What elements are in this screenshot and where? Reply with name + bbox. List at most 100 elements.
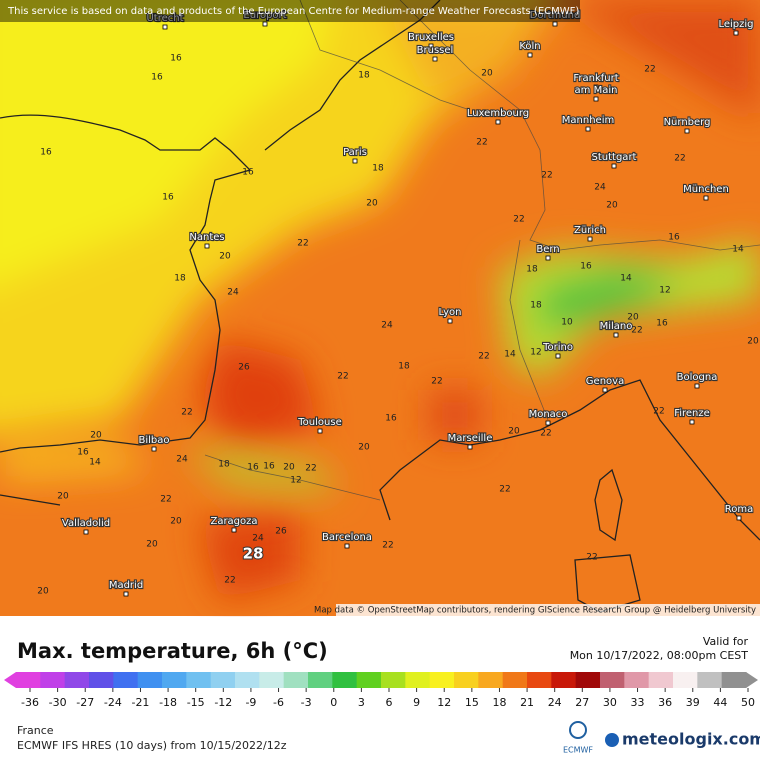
- city-label: Nürnberg: [664, 117, 711, 128]
- city-label: Zaragoza: [210, 516, 257, 527]
- city-label: Bilbao: [138, 435, 169, 446]
- city-label: Bruxelles: [408, 32, 454, 43]
- colorbar-arrow-left: [4, 672, 16, 688]
- city-marker: [593, 84, 599, 90]
- contour-label: 24: [381, 321, 393, 331]
- city-label: Bologna: [677, 372, 718, 383]
- contour-label: 24: [594, 183, 606, 193]
- colorbar-tick-label: -18: [159, 696, 177, 709]
- contour-label: 16: [151, 73, 163, 83]
- colorbar-cell: [259, 672, 285, 688]
- city-label: Utrecht: [146, 13, 183, 24]
- colorbar-tick-label: -36: [21, 696, 39, 709]
- contour-label: 22: [382, 541, 393, 551]
- city-marker: [587, 236, 593, 242]
- contour-label: 14: [89, 458, 101, 468]
- city-marker: [527, 52, 533, 58]
- contour-label: 22: [181, 408, 192, 418]
- contour-label: 20: [37, 587, 49, 597]
- city-marker: [545, 255, 551, 261]
- city-label: Leipzig: [718, 19, 753, 30]
- city-label: Barcelona: [322, 532, 372, 543]
- colorbar-tick-label: -24: [104, 696, 122, 709]
- colorbar-tick-label: 18: [492, 696, 506, 709]
- city-marker: [555, 353, 561, 359]
- colorbar-tick-label: 33: [631, 696, 645, 709]
- city-label: Mannheim: [562, 115, 614, 126]
- contour-label: 12: [290, 476, 301, 486]
- colorbar-cell: [210, 672, 236, 688]
- contour-label: 20: [170, 517, 182, 527]
- colorbar-tick-label: 12: [437, 696, 451, 709]
- city-label: Monaco: [529, 409, 568, 420]
- contour-label: 22: [541, 171, 552, 181]
- city-marker: [689, 419, 695, 425]
- city-label: Valladolid: [62, 518, 110, 529]
- city-marker: [432, 56, 438, 62]
- city-marker: [344, 543, 350, 549]
- contour-label: 12: [530, 348, 541, 358]
- borders: [204, 0, 760, 501]
- city-label: Roma: [725, 504, 754, 515]
- colorbar-tick-label: 6: [386, 696, 393, 709]
- colorbar-cell: [89, 672, 114, 688]
- colorbar-tick-label: 9: [413, 696, 420, 709]
- contour-label: 28: [243, 545, 264, 563]
- contour-label: 16: [170, 54, 182, 64]
- contour-label: 20: [366, 199, 378, 209]
- ecmwf-label: ECMWF: [563, 746, 593, 755]
- city-label: Köln: [519, 41, 540, 52]
- colorbar-cell: [283, 672, 309, 688]
- contour-label: 24: [227, 288, 239, 298]
- city-marker: [262, 21, 268, 27]
- contour-label: 20: [219, 252, 231, 262]
- contour-label: 16: [385, 414, 397, 424]
- contour-label: 22: [540, 429, 551, 439]
- colorbar-cell: [332, 672, 358, 688]
- colorbar-cell: [40, 672, 66, 688]
- city-label: Luxembourg: [467, 108, 529, 119]
- city-marker: [83, 529, 89, 535]
- contour-label: 18: [526, 265, 538, 275]
- city-label: Frankfurt: [573, 73, 618, 84]
- contour-label: 22: [224, 576, 235, 586]
- city-marker: [495, 119, 501, 125]
- contour-label: 16: [656, 319, 668, 329]
- colorbar-tick-label: 36: [658, 696, 672, 709]
- attribution-bar: [0, 0, 580, 22]
- contour-label: 22: [160, 495, 171, 505]
- colorbar-tick-label: 21: [520, 696, 534, 709]
- city-label: Nantes: [189, 232, 224, 243]
- contour-label: 16: [77, 448, 89, 458]
- contour-label: 22: [586, 553, 597, 563]
- city-marker: [151, 446, 157, 452]
- city-label: Europort: [243, 10, 286, 21]
- contour-label: 24: [252, 534, 264, 544]
- colorbar-cell: [113, 672, 139, 688]
- brand-name: meteologix.com: [622, 730, 760, 749]
- city-label: München: [683, 184, 729, 195]
- contour-label: 22: [499, 485, 510, 495]
- colorbar-cell: [429, 672, 455, 688]
- city-marker: [545, 420, 551, 426]
- colorbar-cell: [600, 672, 625, 688]
- colorbar-tick-label: -30: [49, 696, 67, 709]
- contour-label: 22: [644, 65, 655, 75]
- contour-label: 22: [653, 407, 664, 417]
- valid-time: Mon 10/17/2022, 08:00pm CEST: [570, 649, 749, 662]
- colorbar-cell: [575, 672, 601, 688]
- city-marker: [467, 444, 473, 450]
- contour-label: 20: [90, 431, 102, 441]
- region: France: [17, 724, 54, 737]
- city-label: Brussel: [417, 45, 454, 56]
- city-label: Madrid: [109, 580, 143, 591]
- contour-label: 20: [508, 427, 520, 437]
- colorbar-tick-label: 30: [603, 696, 617, 709]
- contour-label: 22: [476, 138, 487, 148]
- city-marker: [684, 128, 690, 134]
- colorbar-cell: [235, 672, 260, 688]
- contour-label: 26: [275, 527, 287, 537]
- contour-label: 16: [40, 148, 52, 158]
- contour-label: 16: [263, 462, 275, 472]
- colorbar-tick-label: -15: [187, 696, 205, 709]
